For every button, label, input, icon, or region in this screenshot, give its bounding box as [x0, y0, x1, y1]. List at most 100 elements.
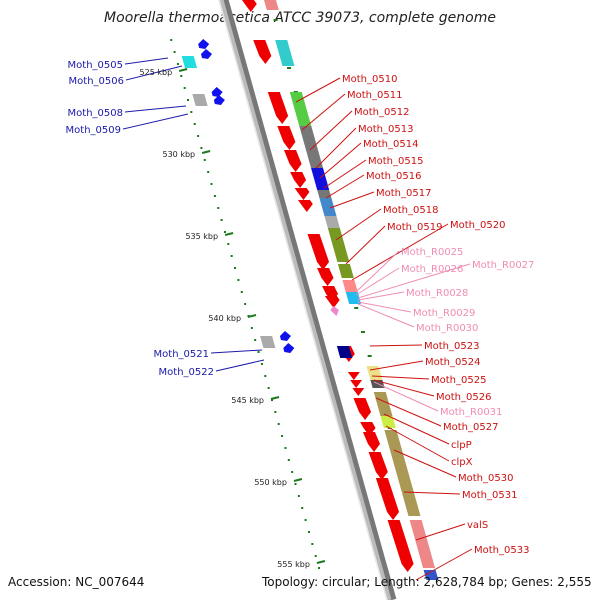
gene-feature[interactable]	[192, 94, 208, 106]
gene-feature[interactable]	[242, 0, 257, 12]
gene-feature[interactable]	[211, 87, 223, 97]
gene-label[interactable]: Moth_0518	[383, 205, 438, 216]
gene-feature[interactable]	[373, 392, 393, 416]
gene-label[interactable]: Moth_0531	[462, 490, 517, 501]
gene-label[interactable]: Moth_0508	[68, 108, 123, 119]
label-connector	[345, 225, 386, 265]
gene-feature[interactable]	[283, 343, 295, 353]
gene-feature[interactable]	[330, 306, 339, 316]
gene-label[interactable]: Moth_0513	[358, 124, 413, 135]
gene-feature[interactable]	[342, 280, 358, 292]
gene-feature[interactable]	[294, 188, 310, 200]
gene-feature[interactable]	[264, 0, 279, 10]
gene-label[interactable]: Moth_R0030	[416, 323, 478, 334]
gene-label[interactable]: clpP	[451, 440, 472, 451]
gene-feature[interactable]	[423, 570, 439, 580]
gene-label[interactable]: Moth_0509	[66, 125, 121, 136]
gene-label[interactable]: Moth_R0028	[406, 288, 468, 299]
label-connector	[210, 349, 263, 354]
gene-label[interactable]: Moth_0521	[154, 349, 209, 360]
gene-feature[interactable]	[260, 336, 276, 348]
ruler-dot	[277, 423, 280, 425]
gene-label[interactable]: Moth_0523	[424, 341, 479, 352]
gene-feature[interactable]	[345, 292, 362, 304]
gene-label[interactable]: Moth_R0031	[440, 407, 502, 418]
ruler-dot	[227, 243, 230, 245]
gene-feature[interactable]	[277, 126, 296, 150]
gene-feature[interactable]	[390, 452, 410, 478]
gene-label[interactable]: Moth_0519	[387, 222, 442, 233]
gene-feature[interactable]	[387, 520, 414, 572]
gene-feature[interactable]	[267, 92, 289, 124]
gene-feature[interactable]	[298, 200, 313, 212]
gene-feature[interactable]	[397, 478, 421, 516]
gene-label[interactable]: valS	[467, 520, 488, 531]
gene-label[interactable]: Moth_0530	[458, 473, 513, 484]
gene-label[interactable]: Moth_0511	[347, 90, 402, 101]
gene-label[interactable]: Moth_R0025	[401, 247, 463, 258]
gene-feature[interactable]	[253, 40, 272, 64]
gene-feature[interactable]	[290, 172, 307, 188]
gene-feature[interactable]	[368, 452, 388, 480]
gene-feature[interactable]	[181, 56, 198, 68]
gene-feature[interactable]	[380, 416, 396, 428]
gene-label[interactable]: Moth_0515	[368, 156, 423, 167]
gene-feature[interactable]	[346, 372, 360, 380]
gene-label[interactable]: Moth_R0029	[413, 308, 475, 319]
gene-label[interactable]: Moth_0506	[69, 76, 124, 87]
gene-feature[interactable]	[350, 388, 365, 396]
gene-label[interactable]: Moth_0512	[354, 107, 409, 118]
gene-feature[interactable]	[353, 398, 372, 420]
gene-feature[interactable]	[375, 478, 400, 520]
label-connector	[371, 375, 430, 380]
gene-feature[interactable]	[311, 168, 330, 190]
ruler-dot	[203, 159, 206, 161]
gene-label[interactable]: Moth_0516	[366, 171, 421, 182]
gene-label[interactable]: Moth_R0027	[472, 260, 534, 271]
gene-feature[interactable]	[275, 40, 295, 66]
gene-label[interactable]: Moth_0520	[450, 220, 505, 231]
label-connector	[125, 65, 183, 81]
gene-feature[interactable]	[336, 346, 353, 358]
gene-feature[interactable]	[198, 39, 210, 49]
gene-label[interactable]: Moth_0527	[443, 422, 498, 433]
gene-feature[interactable]	[324, 216, 340, 228]
gene-label[interactable]: Moth_0525	[431, 375, 486, 386]
label-connector	[319, 142, 362, 179]
gene-feature[interactable]	[279, 331, 291, 341]
label-connector	[393, 449, 457, 478]
gene-feature[interactable]	[284, 150, 302, 172]
gene-feature[interactable]	[362, 432, 380, 452]
gene-feature[interactable]	[289, 92, 312, 126]
gene-label[interactable]: Moth_R0026	[401, 264, 463, 275]
gene-feature[interactable]	[307, 234, 330, 270]
gene-feature[interactable]	[299, 126, 324, 168]
gene-feature[interactable]	[337, 264, 354, 278]
gene-label[interactable]: Moth_0510	[342, 74, 397, 85]
gene-label[interactable]: clpX	[451, 457, 473, 468]
gene-label[interactable]: Moth_0514	[363, 139, 418, 150]
gene-feature[interactable]	[317, 190, 332, 198]
ruler-dot	[257, 351, 260, 353]
gene-label[interactable]: Moth_0522	[159, 367, 214, 378]
gene-feature[interactable]	[213, 95, 225, 105]
gene-feature[interactable]	[348, 380, 363, 388]
gene-label[interactable]: Moth_0533	[474, 545, 529, 556]
ruler-tick	[316, 560, 326, 564]
gene-label[interactable]: Moth_0517	[376, 188, 431, 199]
gene-feature[interactable]	[319, 198, 337, 216]
gene-label[interactable]: Moth_0505	[68, 60, 123, 71]
gene-feature[interactable]	[201, 49, 212, 59]
gene-label[interactable]: Moth_0524	[425, 357, 480, 368]
ruler-dot	[217, 207, 220, 209]
gene-feature[interactable]	[317, 268, 334, 286]
gene-label[interactable]: Moth_0526	[436, 392, 491, 403]
label-connector	[124, 57, 169, 65]
gene-feature[interactable]	[327, 228, 350, 262]
label-connector	[415, 523, 466, 541]
gene-feature[interactable]	[324, 296, 340, 308]
gene-feature[interactable]	[409, 520, 436, 568]
gene-feature[interactable]	[384, 430, 403, 452]
ruler-tick-label: 530 kbp	[163, 150, 196, 159]
